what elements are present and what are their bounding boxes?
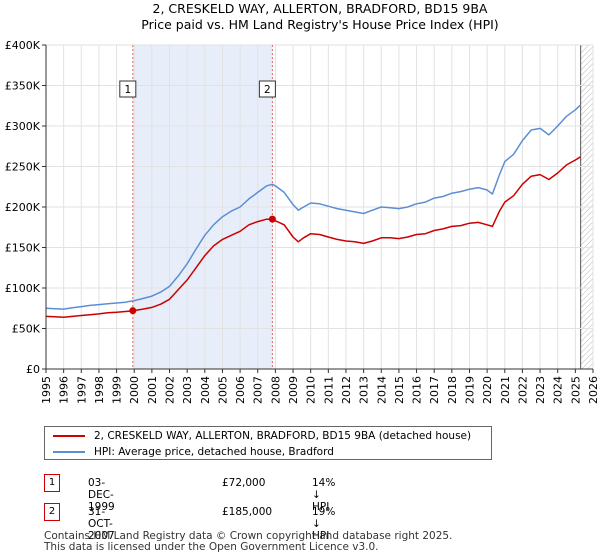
chart-subtitle: Price paid vs. HM Land Registry's House …	[141, 17, 498, 32]
x-tick-label: 1996	[58, 376, 71, 404]
x-tick-label: 1997	[75, 376, 88, 404]
x-tick-label: 2020	[481, 376, 494, 404]
y-tick-label: £250K	[5, 161, 41, 174]
x-tick-label: 2004	[199, 376, 212, 404]
x-tick-label: 2016	[411, 376, 424, 404]
sale-label: 1	[124, 84, 131, 96]
x-tick-label: 1999	[111, 376, 124, 404]
series-line-property	[45, 156, 581, 318]
x-tick-label: 2003	[181, 376, 194, 404]
sale-label-box	[119, 80, 137, 98]
sale-label: 2	[264, 84, 271, 96]
x-tick-label: 2021	[499, 376, 512, 404]
sale-badge: 2	[44, 503, 60, 521]
x-tick-label: 2026	[587, 376, 600, 404]
legend-label-hpi: HPI: Average price, detached house, Brad…	[94, 446, 334, 458]
sale-price: £72,000	[222, 477, 266, 489]
x-tick-label: 2009	[287, 376, 300, 404]
series-line-hpi	[45, 104, 582, 310]
sale-date: 31-OCT-2007	[88, 506, 115, 542]
y-tick-label: £300K	[5, 120, 41, 133]
x-tick-label: 2002	[164, 376, 177, 404]
x-tick-label: 2024	[552, 376, 565, 404]
x-tick-label: 2013	[358, 376, 371, 404]
sale-date: 03-DEC-1999	[88, 477, 115, 513]
sale-label-box	[258, 80, 276, 98]
y-tick-label: £200K	[5, 201, 41, 214]
x-tick-label: 2022	[516, 376, 529, 404]
x-tick-label: 2018	[446, 376, 459, 404]
x-tick-label: 2023	[534, 376, 547, 404]
sale-badge: 1	[44, 474, 60, 492]
legend-entry-property: 2, CRESKELD WAY, ALLERTON, BRADFORD, BD1…	[53, 428, 471, 444]
x-tick-label: 2008	[269, 376, 282, 404]
chart-title: 2, CRESKELD WAY, ALLERTON, BRADFORD, BD1…	[153, 1, 488, 16]
x-tick-label: 2000	[128, 376, 141, 404]
x-tick-label: 2011	[322, 376, 335, 404]
y-tick-label: £0	[26, 363, 40, 376]
sale-point	[268, 215, 276, 223]
legend-entry-hpi: HPI: Average price, detached house, Brad…	[53, 444, 334, 460]
legend-swatch-property	[53, 435, 85, 437]
x-tick-label: 1995	[40, 376, 53, 404]
legend: 2, CRESKELD WAY, ALLERTON, BRADFORD, BD1…	[44, 426, 492, 460]
x-tick-label: 1998	[93, 376, 106, 404]
y-tick-label: £350K	[5, 80, 41, 93]
x-tick-label: 2014	[375, 376, 388, 404]
price-chart: 2, CRESKELD WAY, ALLERTON, BRADFORD, BD1…	[5, 1, 600, 404]
x-tick-label: 2019	[463, 376, 476, 404]
y-tick-label: £50K	[12, 323, 41, 336]
x-tick-label: 2015	[393, 376, 406, 404]
x-tick-label: 2006	[234, 376, 247, 404]
sale-hpi-diff: 19% ↓ HPI	[312, 506, 336, 542]
x-tick-label: 2012	[340, 376, 353, 404]
y-tick-label: £100K	[5, 282, 41, 295]
legend-swatch-hpi	[53, 451, 85, 453]
x-tick-label: 2010	[305, 376, 318, 404]
sale-price: £185,000	[222, 506, 273, 518]
sale-hpi-diff: 14% ↓ HPI	[312, 477, 336, 513]
attribution-footer: Contains HM Land Registry data © Crown c…	[44, 530, 453, 553]
x-tick-label: 2017	[428, 376, 441, 404]
y-tick-label: £400K	[5, 39, 41, 52]
x-tick-label: 2007	[252, 376, 265, 404]
x-tick-label: 2005	[216, 376, 229, 404]
x-tick-label: 2001	[146, 376, 159, 404]
sale-point	[129, 307, 137, 315]
x-tick-label: 2025	[569, 376, 582, 404]
legend-label-property: 2, CRESKELD WAY, ALLERTON, BRADFORD, BD1…	[94, 430, 472, 442]
y-tick-label: £150K	[5, 242, 41, 255]
